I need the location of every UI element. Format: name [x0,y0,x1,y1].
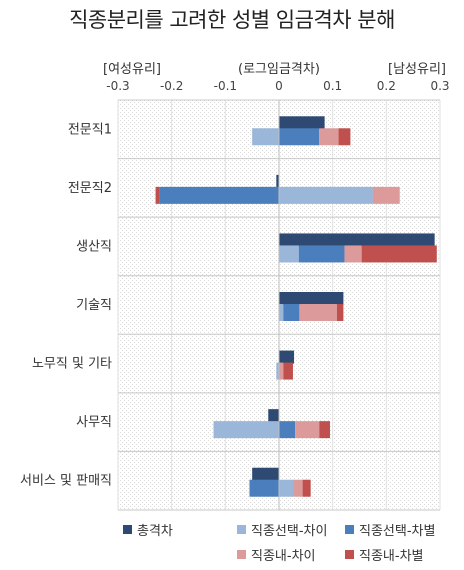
tick-label: -0.1 [214,79,237,93]
bar-total [252,467,279,481]
bar-segment [279,245,299,263]
bar-segment [336,304,344,321]
bar-total [268,409,279,423]
bar-segment [344,245,362,263]
category-label: 전문직1 [68,122,112,137]
bar-segment [361,245,437,263]
bar-segment [372,186,400,204]
legend-label: 직종선택-차이 [251,524,328,539]
bar-total [279,233,435,247]
bar-segment [279,186,373,204]
bar-segment [279,421,296,439]
bar-segment [155,186,160,204]
bar-segment [276,362,279,380]
bar-segment [252,128,279,146]
bar-segment [279,479,294,497]
tick-label: 0.1 [323,79,342,93]
tick-label: -0.3 [106,79,129,93]
bar-segment [319,421,330,439]
bar-segment [279,128,320,146]
bar-segment [279,362,284,380]
bar-segment [283,304,300,321]
bar-segment [293,479,303,497]
legend-swatch [237,550,246,559]
axis-left-label: [여성유리] [103,62,161,77]
legend-label: 직종선택-차별 [359,524,436,539]
chart-title: 직종분리를 고려한 성별 임금격차 분해 [69,8,395,32]
tick-label: 0 [275,79,283,93]
category-label: 생산직 [76,239,112,254]
bar-segment [338,128,351,146]
bar-segment [295,421,320,439]
category-label: 노무직 및 기타 [32,357,112,372]
legend-label: 직종내-차이 [251,549,316,564]
legend-item-within-diff: 직종내-차이 [237,545,316,564]
legend-swatch [345,550,354,559]
bar-segment [298,245,345,263]
legend-item-total: 총격차 [123,520,173,539]
bar-segment [159,186,279,204]
bar-segment [283,362,293,380]
bar-segment [279,304,284,321]
bar-total [279,116,325,130]
bar-segment [213,421,279,439]
legend-swatch [123,525,132,534]
category-label: 서비스 및 판매직 [20,474,112,489]
bar-total [276,174,279,188]
legend-label: 직종내-차별 [359,549,424,564]
legend-swatch [237,525,246,534]
tick-label: 0.2 [377,79,396,93]
axis-right-label: [남성유리] [388,62,446,77]
category-label: 전문직2 [68,181,112,196]
bar-segment [249,479,279,497]
category-label: 사무직 [76,415,112,430]
tick-label: 0.3 [430,79,449,93]
legend-item-selection-diff: 직종선택-차이 [237,520,327,539]
bar-total [279,350,295,364]
bar-segment [319,128,339,146]
legend-swatch [345,525,354,534]
bar-segment [299,304,337,321]
legend-item-within-disc: 직종내-차별 [345,545,424,564]
bar-segment [302,479,311,497]
category-label: 기술직 [76,298,112,313]
legend-label: 총격차 [137,524,173,539]
axis-center-label: (로그임금격차) [238,62,320,77]
tick-label: -0.2 [160,79,183,93]
bar-total [279,292,344,305]
legend-item-selection-disc: 직종선택-차별 [345,520,435,539]
